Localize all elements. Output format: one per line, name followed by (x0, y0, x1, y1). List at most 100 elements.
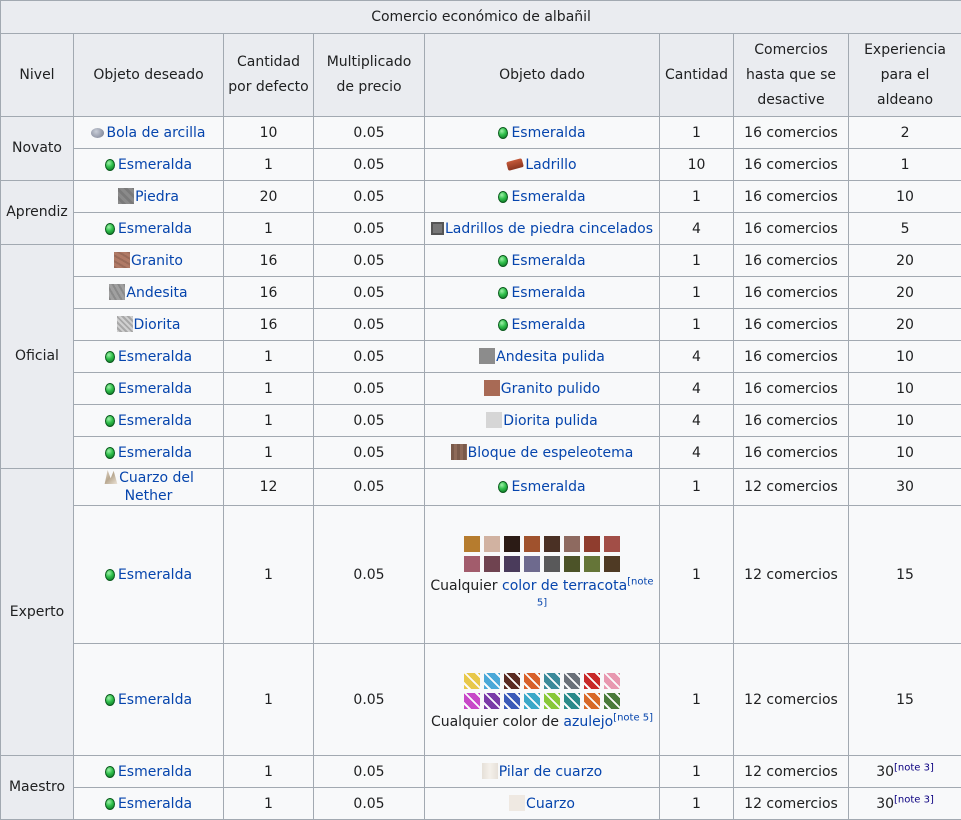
emerald-icon (105, 383, 115, 395)
terracotta-icon[interactable] (504, 556, 520, 572)
link-esmeralda[interactable]: Esmeralda (511, 189, 585, 205)
want-cell: Bola de arcilla (74, 117, 224, 149)
terracotta-icon[interactable] (564, 536, 580, 552)
header-cantidad: Cantidad (660, 34, 734, 117)
terracotta-icon[interactable] (504, 536, 520, 552)
quartz-block-icon (509, 795, 525, 811)
qty-cell: 16 (224, 309, 314, 341)
link-esmeralda[interactable]: Esmeralda (118, 157, 192, 173)
glazed-terracotta-icon[interactable] (584, 693, 600, 709)
glazed-terracotta-icon[interactable] (604, 693, 620, 709)
qty-cell: 1 (224, 213, 314, 245)
link-esmeralda[interactable]: Esmeralda (118, 796, 192, 812)
link-cuarzo-nether[interactable]: Cuarzo del Nether (119, 470, 194, 504)
link-cuarzo[interactable]: Cuarzo (526, 796, 575, 812)
give-prefix: Cualquier (430, 578, 497, 594)
want-cell: Diorita (74, 309, 224, 341)
link-granito-pulido[interactable]: Granito pulido (501, 381, 600, 397)
glazed-terracotta-icon[interactable] (464, 673, 480, 689)
link-esmeralda[interactable]: Esmeralda (511, 479, 585, 495)
link-esmeralda[interactable]: Esmeralda (118, 567, 192, 583)
note-3-link[interactable]: [note 3] (894, 794, 934, 805)
terracotta-icon[interactable] (584, 556, 600, 572)
link-piedra[interactable]: Piedra (135, 189, 179, 205)
link-esmeralda[interactable]: Esmeralda (511, 125, 585, 141)
link-andesita[interactable]: Andesita (126, 285, 187, 301)
link-andesita-pulida[interactable]: Andesita pulida (496, 349, 605, 365)
trades-cell: 12 comercios (734, 506, 849, 644)
terracotta-icon[interactable] (464, 536, 480, 552)
want-cell: Esmeralda (74, 149, 224, 181)
link-bola-de-arcilla[interactable]: Bola de arcilla (106, 125, 205, 141)
link-esmeralda[interactable]: Esmeralda (118, 445, 192, 461)
give-cell: Esmeralda (425, 117, 660, 149)
gqty-cell: 1 (660, 756, 734, 788)
mult-cell: 0.05 (314, 437, 425, 469)
link-esmeralda[interactable]: Esmeralda (118, 221, 192, 237)
link-azulejo[interactable]: azulejo (563, 714, 613, 730)
glazed-terracotta-icon[interactable] (464, 693, 480, 709)
polished-granite-icon (484, 380, 500, 396)
link-bloque-espeleotema[interactable]: Bloque de espeleotema (468, 445, 634, 461)
glazed-terracotta-icon[interactable] (484, 673, 500, 689)
link-esmeralda[interactable]: Esmeralda (118, 692, 192, 708)
emerald-icon (105, 798, 115, 810)
mult-cell: 0.05 (314, 309, 425, 341)
terracotta-icon[interactable] (584, 536, 600, 552)
glazed-terracotta-icon[interactable] (544, 693, 560, 709)
link-ladrillo[interactable]: Ladrillo (525, 157, 576, 173)
terracotta-icon[interactable] (564, 556, 580, 572)
terracotta-icon[interactable] (524, 536, 540, 552)
glazed-terracotta-icon[interactable] (544, 673, 560, 689)
trades-cell: 16 comercios (734, 277, 849, 309)
glazed-terracotta-icon[interactable] (604, 673, 620, 689)
glazed-terracotta-icon[interactable] (584, 673, 600, 689)
link-granito[interactable]: Granito (131, 253, 183, 269)
terracotta-icon[interactable] (604, 536, 620, 552)
xp-cell: 10 (849, 405, 961, 437)
mult-cell: 0.05 (314, 277, 425, 309)
glazed-terracotta-icon[interactable] (504, 693, 520, 709)
terracotta-icon[interactable] (524, 556, 540, 572)
terracotta-icon[interactable] (544, 536, 560, 552)
polished-diorite-icon (486, 412, 502, 428)
link-esmeralda[interactable]: Esmeralda (511, 253, 585, 269)
terracotta-icon[interactable] (464, 556, 480, 572)
link-diorita-pulida[interactable]: Diorita pulida (503, 413, 597, 429)
link-esmeralda[interactable]: Esmeralda (118, 349, 192, 365)
link-pilar-cuarzo[interactable]: Pilar de cuarzo (499, 764, 602, 780)
link-esmeralda[interactable]: Esmeralda (118, 381, 192, 397)
glazed-terracotta-icon[interactable] (564, 673, 580, 689)
table-row: Andesita 16 0.05 Esmeralda 1 16 comercio… (1, 277, 961, 309)
give-cell: Diorita pulida (425, 405, 660, 437)
emerald-icon (105, 447, 115, 459)
link-esmeralda[interactable]: Esmeralda (511, 317, 585, 333)
terracotta-icon[interactable] (484, 556, 500, 572)
glazed-terracotta-icon[interactable] (524, 673, 540, 689)
note-5-link[interactable]: [note 5] (613, 712, 653, 723)
link-terracota[interactable]: color de terracota (502, 578, 627, 594)
terracotta-icon[interactable] (604, 556, 620, 572)
link-esmeralda[interactable]: Esmeralda (118, 764, 192, 780)
mult-cell: 0.05 (314, 213, 425, 245)
gqty-cell: 1 (660, 309, 734, 341)
trades-cell: 16 comercios (734, 213, 849, 245)
emerald-icon (498, 127, 508, 139)
table-row: Oficial Granito 16 0.05 Esmeralda 1 16 c… (1, 245, 961, 277)
glazed-terracotta-icon[interactable] (564, 693, 580, 709)
emerald-icon (498, 191, 508, 203)
link-diorita[interactable]: Diorita (134, 317, 181, 333)
want-cell: Esmeralda (74, 405, 224, 437)
glazed-terracotta-icon[interactable] (484, 693, 500, 709)
link-esmeralda[interactable]: Esmeralda (511, 285, 585, 301)
table-row: Diorita 16 0.05 Esmeralda 1 16 comercios… (1, 309, 961, 341)
terracotta-icon[interactable] (484, 536, 500, 552)
mult-cell: 0.05 (314, 117, 425, 149)
link-ladrillos-cincelados[interactable]: Ladrillos de piedra cincelados (445, 221, 653, 237)
link-esmeralda[interactable]: Esmeralda (118, 413, 192, 429)
give-cell: Pilar de cuarzo (425, 756, 660, 788)
glazed-terracotta-icon[interactable] (504, 673, 520, 689)
glazed-terracotta-icon[interactable] (524, 693, 540, 709)
terracotta-icon[interactable] (544, 556, 560, 572)
note-3-link[interactable]: [note 3] (894, 762, 934, 773)
